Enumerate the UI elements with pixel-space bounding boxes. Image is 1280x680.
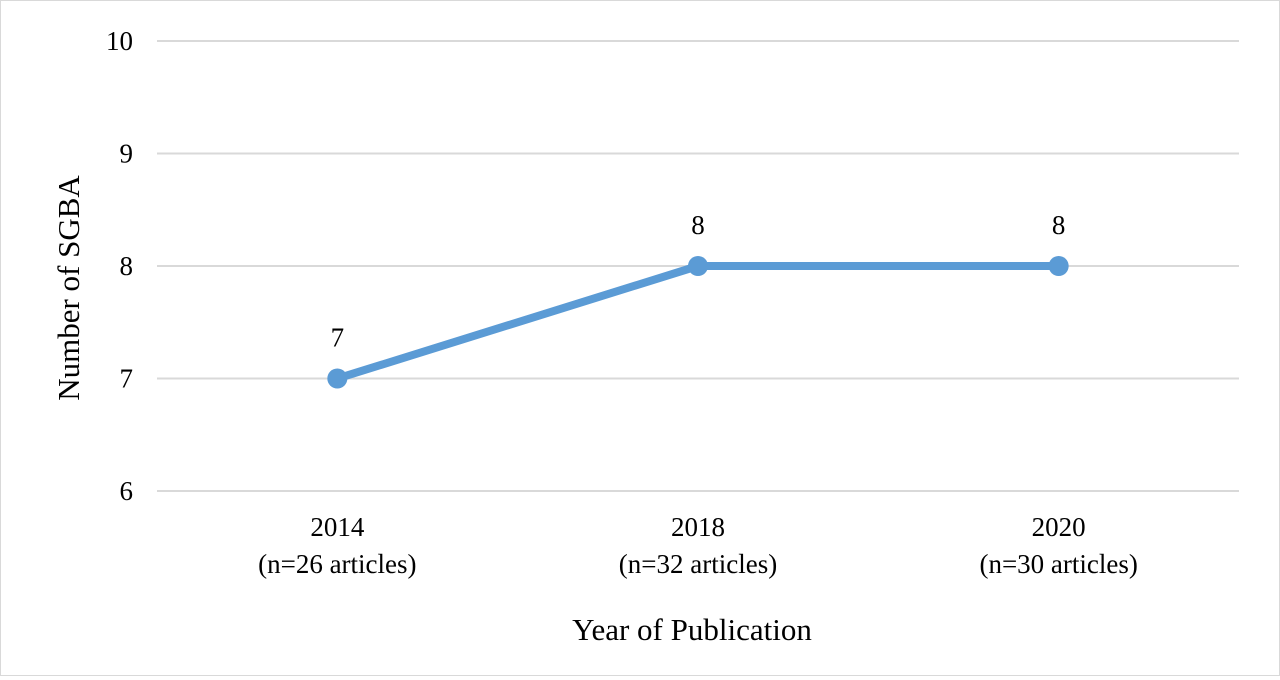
series-line bbox=[333, 262, 1063, 383]
x-tick-label-year: 2014 bbox=[310, 512, 365, 542]
y-tick-label: 8 bbox=[120, 251, 134, 281]
x-tick-label-year: 2020 bbox=[1032, 512, 1086, 542]
y-tick-label: 7 bbox=[120, 364, 134, 394]
y-tick-label: 6 bbox=[120, 476, 134, 506]
data-label: 7 bbox=[331, 323, 345, 353]
data-label: 8 bbox=[691, 210, 705, 240]
x-tick-label-year: 2018 bbox=[671, 512, 725, 542]
x-tick-label-count: (n=32 articles) bbox=[619, 549, 777, 579]
data-point bbox=[688, 256, 708, 276]
data-point bbox=[1048, 256, 1069, 276]
x-tick-label-count: (n=30 articles) bbox=[979, 549, 1137, 579]
data-labels: 7 8 8 bbox=[331, 210, 1066, 353]
x-axis-ticks: 2014 (n=26 articles) 2018 (n=32 articles) 20… bbox=[258, 512, 1138, 579]
data-label: 8 bbox=[1052, 210, 1066, 240]
x-axis-title: Year of Publication bbox=[572, 612, 812, 647]
y-axis-title: Number of SGBA bbox=[51, 175, 86, 401]
y-tick-label: 10 bbox=[106, 26, 133, 56]
y-tick-label: 9 bbox=[120, 139, 134, 169]
y-axis-ticks: 6 7 8 9 10 bbox=[106, 26, 133, 506]
series-layer bbox=[327, 256, 1069, 389]
x-tick-label-count: (n=26 articles) bbox=[258, 549, 416, 579]
data-point bbox=[327, 368, 348, 389]
